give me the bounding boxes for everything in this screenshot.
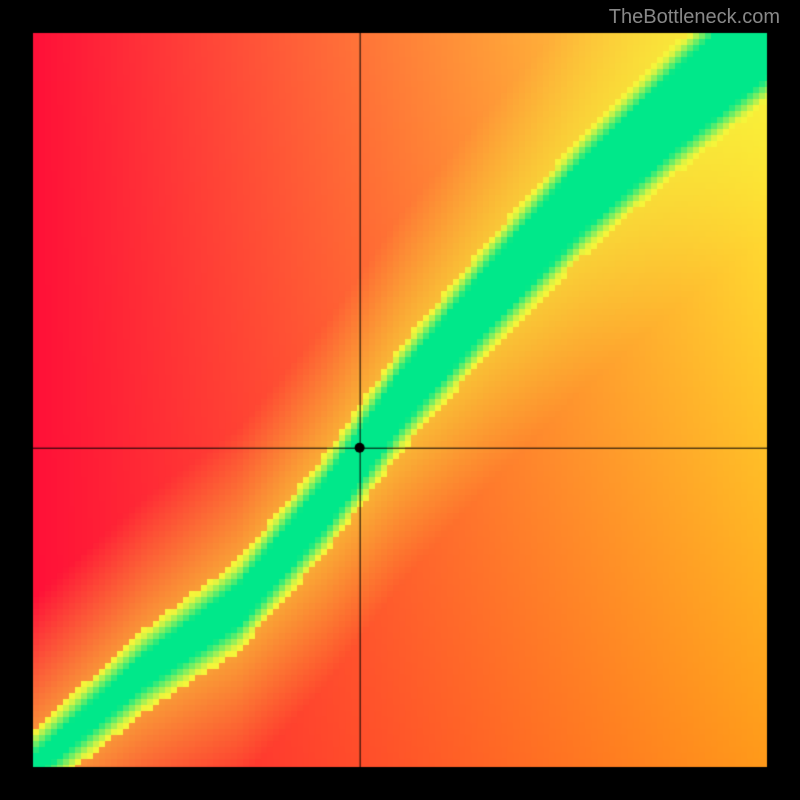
heatmap-canvas (0, 0, 800, 800)
watermark-text: TheBottleneck.com (609, 6, 780, 29)
chart-container: TheBottleneck.com (0, 0, 800, 800)
